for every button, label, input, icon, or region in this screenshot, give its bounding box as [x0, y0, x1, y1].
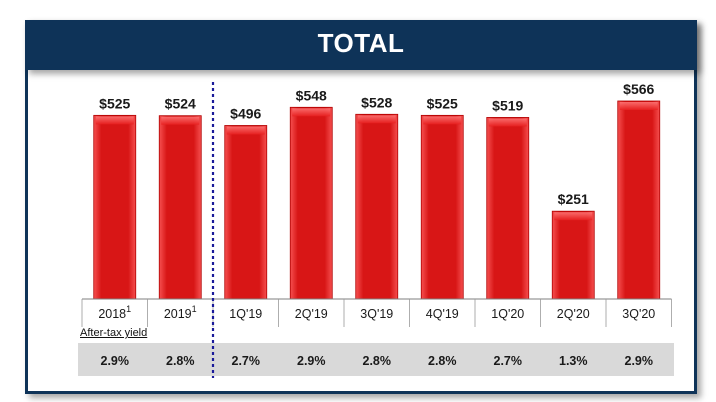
bar-value-label: $548: [296, 87, 327, 103]
x-tick-label: 1Q'19: [229, 307, 262, 321]
bar: [158, 115, 202, 300]
bar-body: [224, 125, 268, 300]
bar-highlight: [423, 116, 462, 125]
bar-highlight: [95, 116, 134, 125]
bar-value-label: $251: [558, 191, 589, 207]
bar-value-label: $525: [99, 95, 130, 111]
yield-value: 1.3%: [559, 354, 588, 368]
tick-superscript: 1: [192, 304, 197, 314]
x-tick-label: 3Q'19: [360, 307, 393, 321]
bar-value-label: $496: [230, 105, 261, 121]
bar: [93, 114, 137, 300]
bar-value-label: $525: [427, 95, 458, 111]
x-tick-label: 3Q'20: [622, 307, 655, 321]
yield-value: 2.9%: [297, 354, 326, 368]
bar-value-label: $566: [623, 81, 654, 97]
bar-body: [551, 210, 595, 300]
title-bar: TOTAL: [25, 20, 697, 70]
bar-body: [486, 117, 530, 300]
x-tick-label: 2Q'20: [557, 307, 590, 321]
bar-value-label: $524: [165, 96, 196, 112]
bar-body: [617, 100, 661, 300]
bar-body: [420, 114, 464, 300]
yield-row-band: [78, 343, 674, 376]
yield-row-label: After-tax yield: [80, 327, 148, 339]
bar-highlight: [619, 102, 658, 110]
x-tick-label: 20181: [98, 304, 131, 321]
yield-value: 2.9%: [625, 354, 654, 368]
bar-body: [289, 106, 333, 300]
yield-value: 2.8%: [166, 354, 195, 368]
bar-highlight: [554, 212, 593, 221]
bar-body: [158, 115, 202, 300]
page-title: TOTAL: [317, 28, 405, 58]
bar: [224, 125, 268, 300]
bar-body: [93, 114, 137, 300]
bar: [486, 117, 530, 300]
yield-value: 2.7%: [494, 354, 523, 368]
yield-value: 2.8%: [428, 354, 457, 368]
yield-value: 2.7%: [232, 354, 261, 368]
bar-value-label: $528: [361, 94, 392, 110]
bar: [551, 210, 595, 300]
yield-value: 2.9%: [101, 354, 130, 368]
bar-value-label: $519: [492, 97, 523, 113]
bar: [289, 106, 333, 300]
bar-highlight: [161, 116, 200, 125]
bar-highlight: [357, 115, 396, 124]
bar-highlight: [488, 118, 527, 127]
yield-value: 2.8%: [363, 354, 392, 368]
bar-highlight: [226, 126, 265, 135]
bar: [420, 114, 464, 300]
x-tick-label: 2Q'19: [295, 307, 328, 321]
bar-highlight: [292, 108, 331, 117]
bar: [355, 113, 399, 300]
bar: [617, 100, 661, 300]
x-tick-label: 1Q'20: [491, 307, 524, 321]
x-tick-label: 4Q'19: [426, 307, 459, 321]
tick-superscript: 1: [126, 304, 131, 314]
x-tick-label: 20191: [164, 304, 197, 321]
bar-body: [355, 113, 399, 300]
